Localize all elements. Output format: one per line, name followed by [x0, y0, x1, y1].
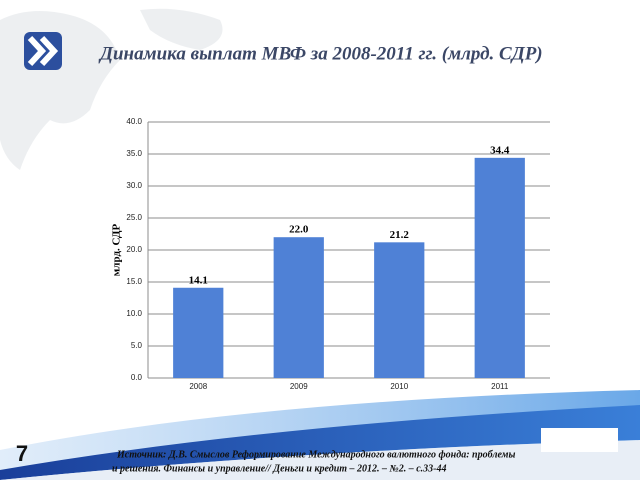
chart-title: Динамика выплат МВФ за 2008-2011 гг. (мл… [98, 43, 543, 64]
y-tick-label: 20.0 [126, 245, 142, 254]
bar [273, 237, 324, 378]
swoosh-base [0, 440, 640, 480]
source-line: Источник: Д.В. Смыслов Реформирование Ме… [116, 449, 516, 460]
x-tick-label: 2009 [290, 382, 308, 391]
data-label: 14.1 [189, 274, 208, 286]
data-label: 21.2 [390, 229, 410, 241]
y-tick-label: 35.0 [126, 149, 142, 158]
y-tick-label: 30.0 [126, 181, 142, 190]
y-axis-label: млрд. СДР [111, 224, 123, 277]
y-tick-label: 5.0 [131, 341, 143, 350]
data-label: 22.0 [289, 224, 309, 236]
y-tick-label: 15.0 [126, 277, 142, 286]
source-line: и решения. Финансы и управление// Деньги… [112, 463, 446, 474]
y-tick-label: 10.0 [126, 309, 142, 318]
blank-box [541, 428, 618, 452]
y-tick-label: 0.0 [131, 373, 143, 382]
data-label: 34.4 [490, 144, 510, 156]
bar [173, 287, 224, 378]
y-tick-label: 25.0 [126, 213, 142, 222]
plot: 0.0 5.0 10.0 15.0 20.0 25.0 30.0 35.0 40.0 2008 14… [126, 117, 550, 391]
swoosh-dark [0, 405, 640, 480]
x-tick-label: 2010 [390, 382, 408, 391]
x-tick-label: 2008 [189, 382, 207, 391]
x-tick-label: 2011 [491, 382, 509, 391]
bar [374, 242, 425, 378]
page-number: 7 [16, 441, 28, 466]
bar [474, 157, 525, 378]
y-tick-label: 40.0 [126, 117, 142, 126]
logo-chevrons [27, 35, 59, 67]
